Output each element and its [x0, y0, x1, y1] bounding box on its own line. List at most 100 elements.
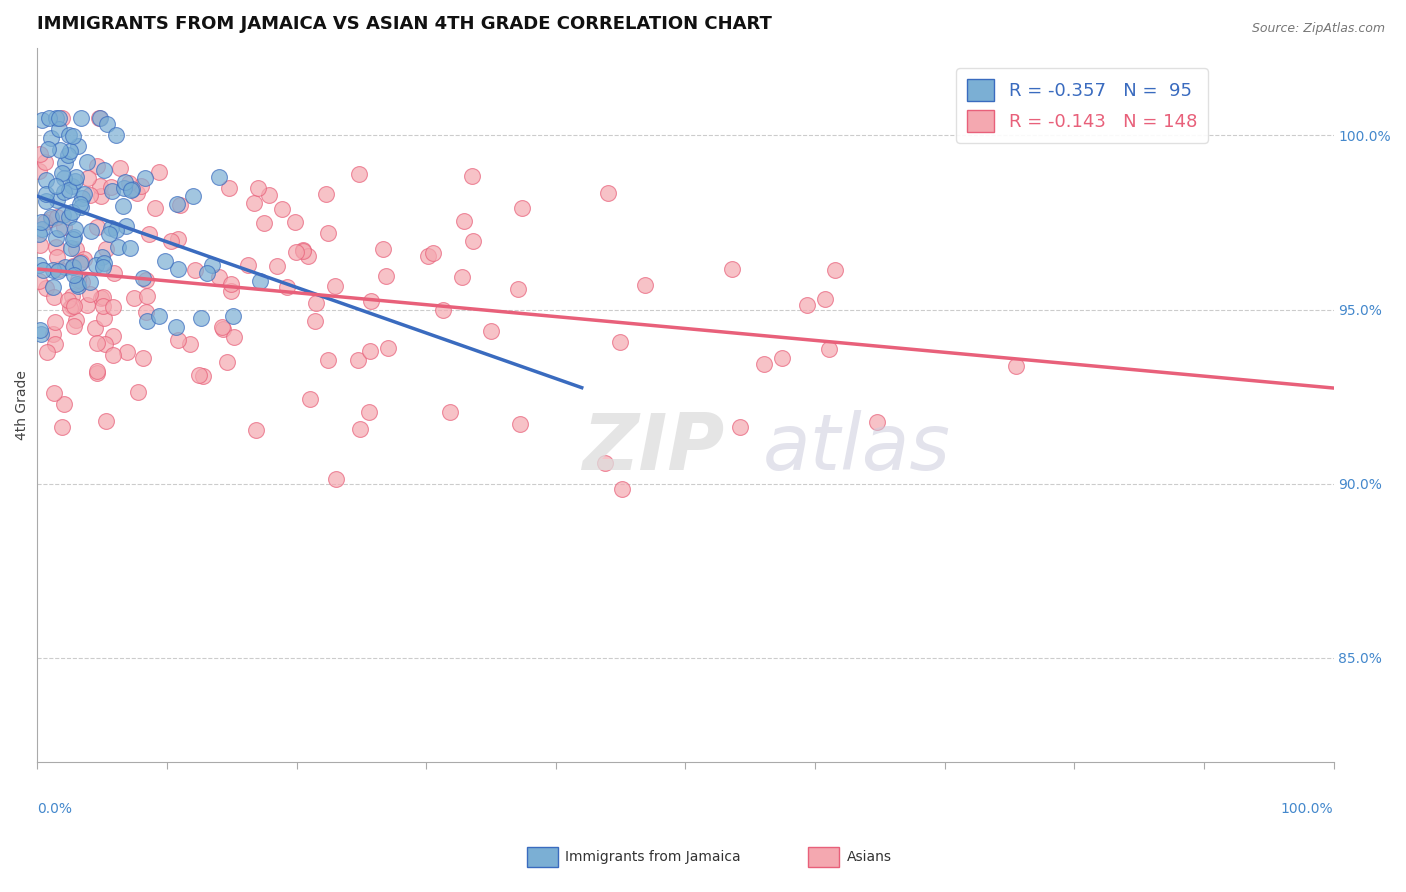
Point [187, 368, 209, 382]
Point [27, 164, 49, 178]
Point [63, 221, 86, 235]
Point [824, 262, 846, 277]
Point [32, 263, 55, 277]
Point [31, 113, 53, 128]
Point [62, 232, 84, 246]
Point [135, 289, 157, 303]
Point [86, 219, 108, 234]
Point [165, 320, 187, 334]
Point [211, 321, 233, 335]
Point [65, 169, 87, 184]
Point [121, 182, 143, 196]
Point [58, 183, 80, 197]
Point [349, 422, 371, 436]
Point [62, 128, 84, 143]
Point [217, 355, 239, 369]
Point [114, 175, 136, 189]
Point [222, 329, 245, 343]
Point [72, 191, 94, 205]
Point [63, 318, 86, 333]
Point [66, 139, 89, 153]
Point [316, 353, 339, 368]
Point [634, 277, 657, 292]
Point [266, 260, 288, 274]
Point [460, 169, 482, 183]
Point [69, 111, 91, 125]
Point [52, 171, 75, 186]
Point [53, 260, 76, 275]
Point [42, 280, 65, 294]
Point [298, 392, 321, 406]
Point [53, 156, 76, 170]
Point [41, 131, 63, 145]
Point [219, 277, 242, 291]
Point [195, 266, 218, 280]
Point [245, 424, 267, 438]
Point [58, 128, 80, 142]
Point [34, 194, 56, 208]
Point [510, 201, 533, 215]
Point [138, 227, 160, 242]
Point [58, 293, 80, 307]
Point [463, 234, 485, 248]
Point [66, 277, 89, 292]
Point [69, 196, 91, 211]
Point [865, 415, 887, 429]
Point [271, 202, 294, 216]
Point [90, 189, 112, 203]
Point [453, 214, 475, 228]
Point [612, 482, 634, 496]
Point [58, 301, 80, 315]
Point [101, 300, 124, 314]
Point [479, 324, 502, 338]
Point [89, 111, 111, 125]
Point [44, 336, 66, 351]
Point [34, 215, 56, 229]
Point [422, 246, 444, 260]
Point [48, 121, 70, 136]
Point [100, 180, 122, 194]
Point [59, 241, 82, 255]
Point [371, 242, 394, 256]
Point [73, 252, 96, 266]
Point [148, 165, 170, 179]
Point [93, 310, 115, 325]
Point [305, 295, 328, 310]
Point [111, 199, 134, 213]
Point [42, 326, 65, 341]
Point [418, 249, 440, 263]
Point [35, 186, 58, 201]
Point [63, 299, 86, 313]
Point [253, 215, 276, 229]
Point [136, 313, 159, 327]
Point [105, 223, 128, 237]
Point [39, 210, 62, 224]
Text: IMMIGRANTS FROM JAMAICA VS ASIAN 4TH GRADE CORRELATION CHART: IMMIGRANTS FROM JAMAICA VS ASIAN 4TH GRA… [38, 15, 772, 33]
Point [451, 269, 474, 284]
Point [41, 263, 63, 277]
Point [76, 155, 98, 169]
Point [112, 181, 135, 195]
Point [45, 240, 67, 254]
Point [813, 292, 835, 306]
Point [46, 194, 69, 208]
Point [89, 111, 111, 125]
Point [41, 212, 63, 227]
Point [193, 369, 215, 384]
Point [96, 242, 118, 256]
Point [1005, 359, 1028, 374]
Point [60, 289, 83, 303]
Point [28, 273, 51, 287]
Point [506, 282, 529, 296]
Point [69, 200, 91, 214]
Point [62, 268, 84, 282]
Point [103, 266, 125, 280]
Point [94, 414, 117, 428]
Point [91, 260, 114, 274]
Text: Immigrants from Jamaica: Immigrants from Jamaica [565, 850, 741, 864]
Point [153, 253, 176, 268]
Point [304, 314, 326, 328]
Point [222, 309, 245, 323]
Point [49, 143, 72, 157]
Point [167, 232, 190, 246]
